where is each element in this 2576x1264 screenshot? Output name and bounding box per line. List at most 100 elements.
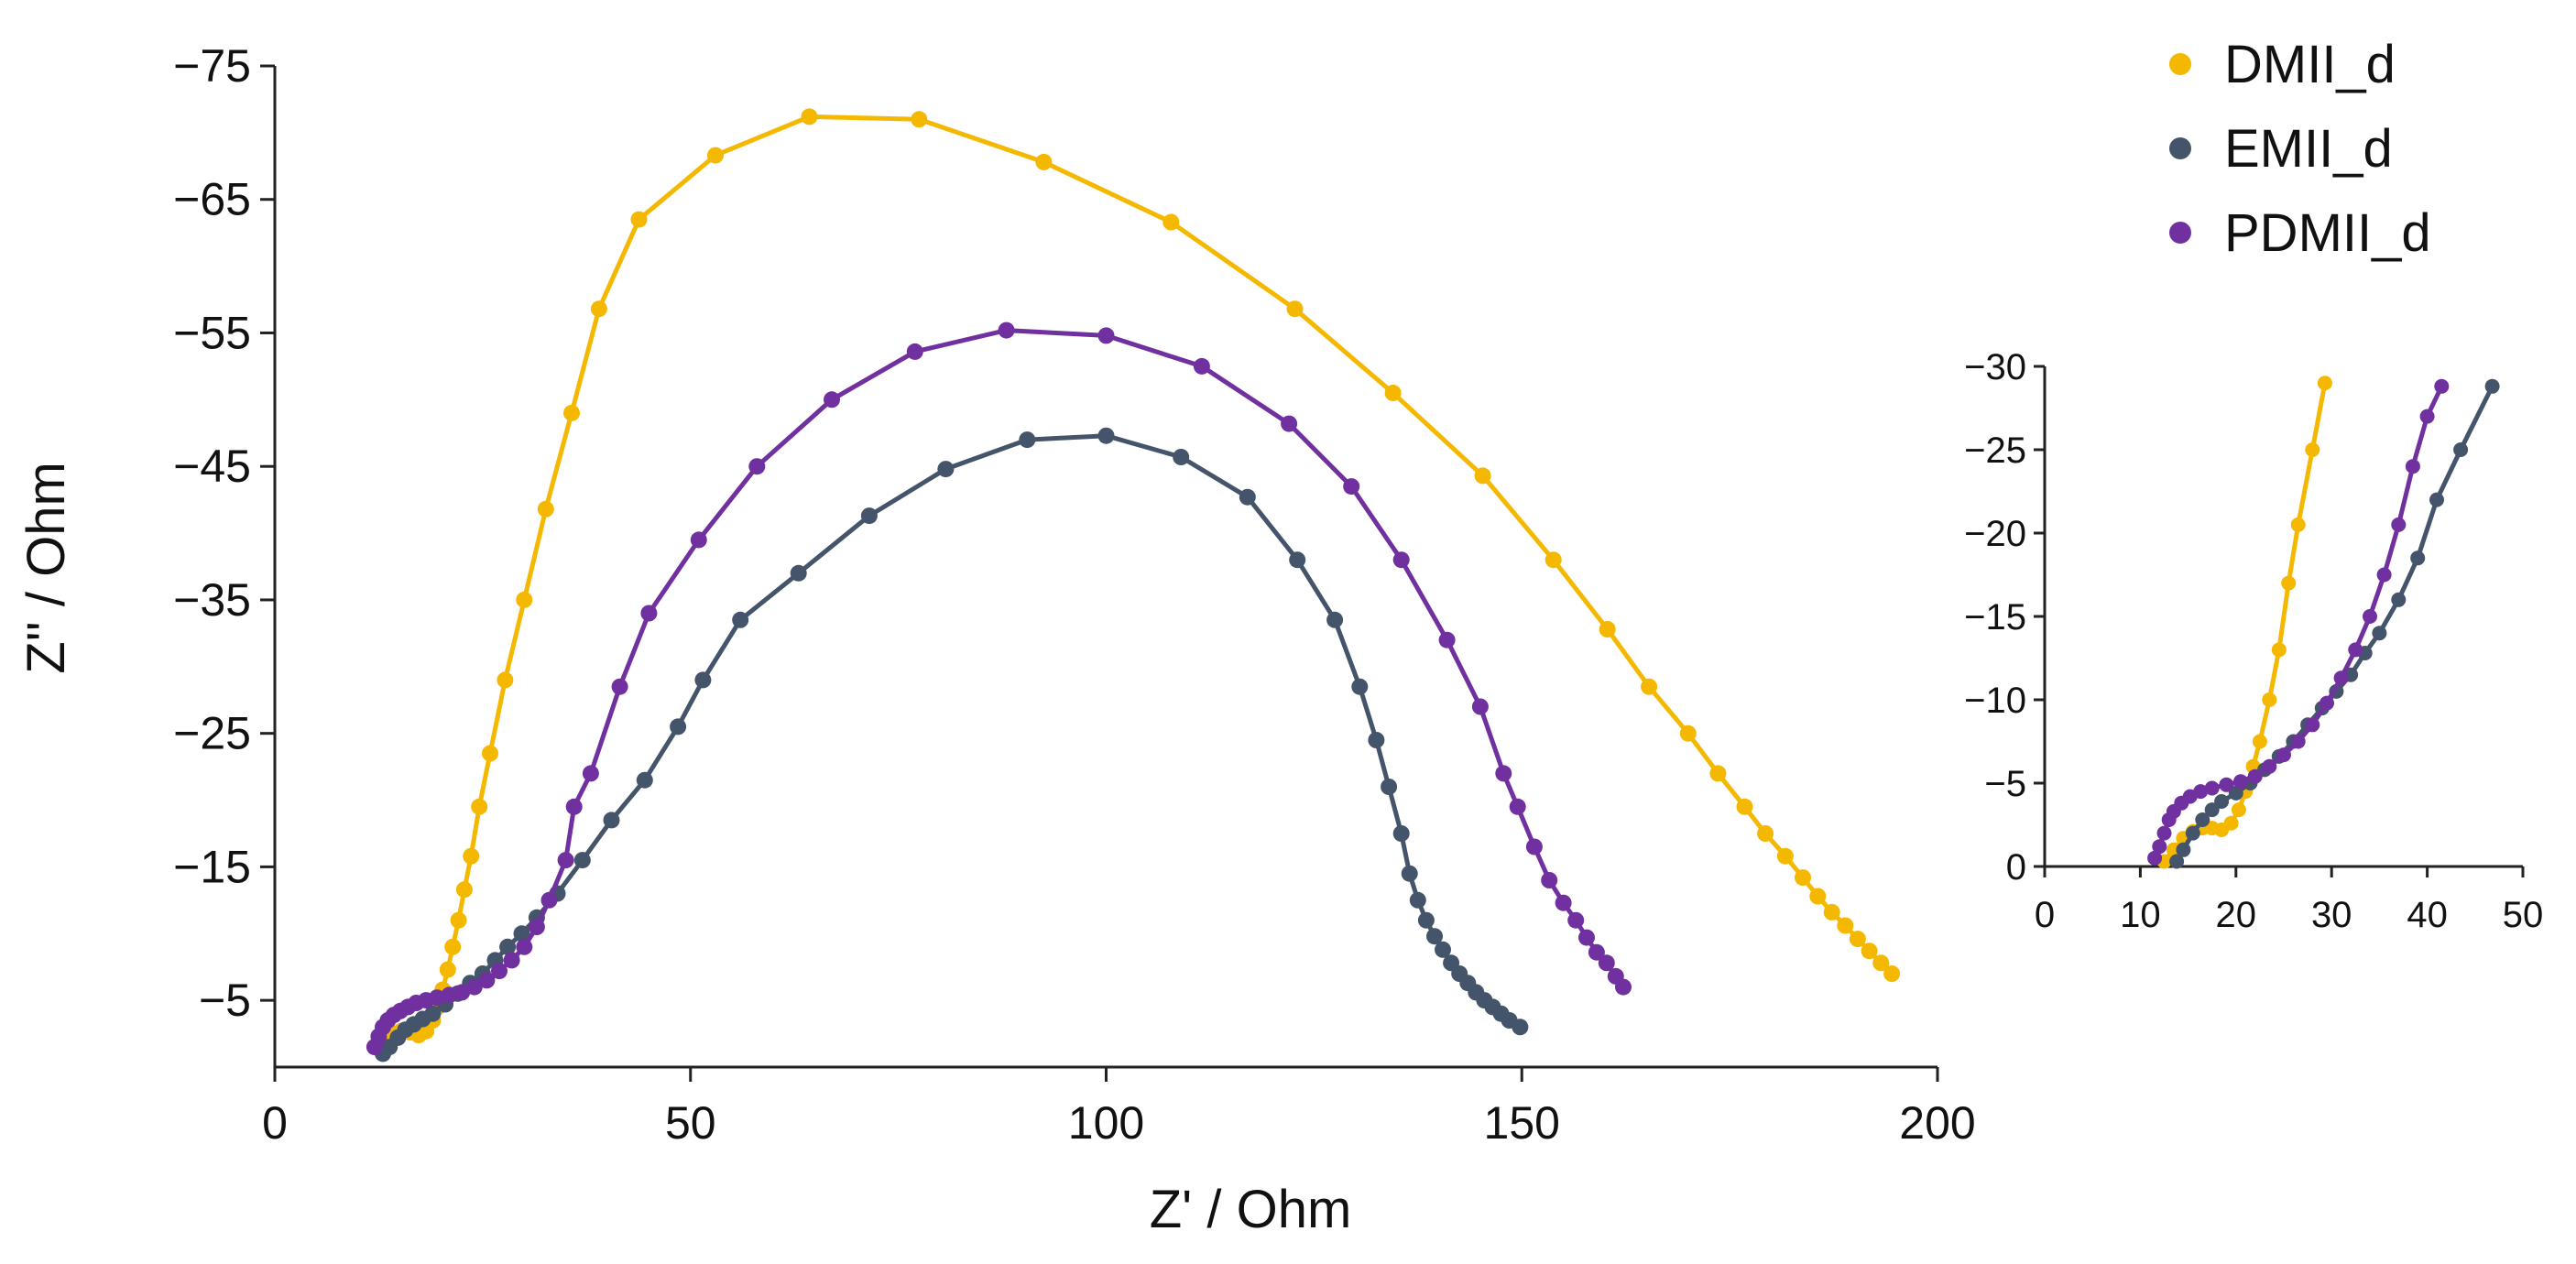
data-point-pdmii-d bbox=[906, 343, 923, 360]
series-line-dmii-d bbox=[376, 114, 1894, 1050]
data-point-pdmii-d bbox=[516, 938, 533, 955]
data-point-dmii-d bbox=[630, 211, 648, 228]
data-point-pdmii-d bbox=[491, 963, 508, 980]
data-point-emii-d bbox=[1173, 449, 1190, 465]
y-axis-title: Z'' / Ohm bbox=[16, 462, 76, 674]
data-point-pdmii-d bbox=[1598, 954, 1615, 972]
data-point-pdmii-d bbox=[1578, 929, 1595, 946]
legend-item-dmii: DMII_d bbox=[2169, 35, 2396, 94]
data-point-dmii-d bbox=[1872, 954, 1890, 972]
data-point-pdmii-d bbox=[640, 605, 658, 622]
data-point-emii-d bbox=[1512, 1019, 1529, 1036]
inset-data-point-pdmii-d bbox=[2276, 747, 2291, 763]
inset-x-tick-label: 40 bbox=[2407, 895, 2448, 935]
data-point-emii-d bbox=[636, 771, 653, 789]
data-point-dmii-d bbox=[563, 404, 580, 421]
series-line-emii-d bbox=[380, 433, 1523, 1056]
main-y-tick-label: −5 bbox=[199, 975, 251, 1026]
data-point-pdmii-d bbox=[1471, 698, 1489, 715]
main-y-tick-label: −15 bbox=[173, 841, 251, 892]
data-point-emii-d bbox=[513, 925, 530, 943]
data-point-dmii-d bbox=[1883, 965, 1901, 982]
inset-ticks: 0 10 20 30 40 50 0 −5 −10 −15 −20 −25 −30 bbox=[1964, 347, 2543, 935]
data-point-dmii-d bbox=[1641, 678, 1658, 695]
main-x-tick-label: 50 bbox=[665, 1097, 716, 1149]
data-point-emii-d bbox=[1381, 779, 1398, 795]
data-point-dmii-d bbox=[1837, 917, 1854, 934]
data-point-dmii-d bbox=[471, 798, 488, 815]
data-point-pdmii-d bbox=[565, 798, 583, 815]
data-point-pdmii-d bbox=[1097, 327, 1115, 344]
inset-data-point-pdmii-d bbox=[2233, 774, 2248, 790]
main-x-tick-label: 100 bbox=[1068, 1097, 1144, 1149]
data-point-emii-d bbox=[694, 671, 712, 689]
data-point-pdmii-d bbox=[611, 678, 628, 695]
data-point-pdmii-d bbox=[1193, 357, 1210, 375]
inset-data-point-pdmii-d bbox=[2262, 758, 2277, 774]
main-plot: 0 50 100 150 200 −5 −15 −25 −35 −45 −55 −65 −75 Z' /… bbox=[16, 40, 1976, 1239]
inset-data-point-pdmii-d bbox=[2376, 567, 2392, 583]
data-point-dmii-d bbox=[1679, 725, 1697, 742]
data-point-dmii-d bbox=[1795, 869, 1811, 887]
data-point-pdmii-d bbox=[1495, 765, 1512, 782]
inset-data-point-dmii-d bbox=[2252, 734, 2267, 749]
inset-data-point-pdmii-d bbox=[2147, 850, 2163, 866]
inset-data-point-emii-d bbox=[2176, 842, 2191, 857]
data-point-pdmii-d bbox=[1525, 838, 1543, 855]
data-point-dmii-d bbox=[801, 108, 818, 125]
main-y-tick-label: −35 bbox=[173, 574, 251, 626]
main-series bbox=[366, 108, 1901, 1062]
data-point-emii-d bbox=[1409, 891, 1426, 909]
data-point-emii-d bbox=[1097, 427, 1115, 444]
inset-y-tick-label: −20 bbox=[1964, 514, 2026, 554]
legend-marker-emii bbox=[2169, 137, 2191, 159]
data-point-pdmii-d bbox=[690, 531, 707, 549]
data-point-pdmii-d bbox=[557, 852, 574, 869]
inset-data-point-emii-d bbox=[2204, 802, 2220, 818]
data-point-pdmii-d bbox=[478, 972, 496, 989]
data-point-pdmii-d bbox=[748, 458, 766, 475]
data-point-emii-d bbox=[860, 507, 878, 525]
data-point-emii-d bbox=[1289, 551, 1306, 569]
data-point-dmii-d bbox=[455, 881, 473, 899]
inset-data-point-emii-d bbox=[2228, 785, 2243, 801]
data-point-emii-d bbox=[1239, 488, 1256, 506]
inset-data-point-dmii-d bbox=[2271, 642, 2287, 658]
inset-data-point-pdmii-d bbox=[2419, 409, 2435, 424]
main-x-tick-label: 0 bbox=[262, 1097, 288, 1149]
legend-marker-dmii bbox=[2169, 53, 2191, 75]
data-point-dmii-d bbox=[707, 147, 724, 164]
inset-data-point-dmii-d bbox=[2305, 442, 2320, 457]
data-point-dmii-d bbox=[1384, 385, 1402, 401]
data-point-pdmii-d bbox=[824, 391, 840, 409]
data-point-emii-d bbox=[1392, 825, 1410, 842]
data-point-emii-d bbox=[424, 1005, 442, 1022]
data-point-emii-d bbox=[499, 938, 517, 955]
data-point-pdmii-d bbox=[453, 984, 471, 1001]
data-point-pdmii-d bbox=[1555, 894, 1572, 911]
inset-data-point-emii-d bbox=[2169, 854, 2185, 869]
inset-data-point-pdmii-d bbox=[2319, 695, 2334, 711]
main-y-tick-label: −45 bbox=[173, 441, 251, 492]
inset-data-point-dmii-d bbox=[2262, 692, 2277, 707]
data-point-dmii-d bbox=[1736, 798, 1753, 815]
inset-data-point-emii-d bbox=[2484, 378, 2500, 394]
inset-data-point-dmii-d bbox=[2290, 517, 2306, 532]
data-point-pdmii-d bbox=[998, 321, 1015, 339]
inset-y-tick-label: −15 bbox=[1964, 597, 2026, 637]
main-y-tick-label: −25 bbox=[173, 708, 251, 759]
data-point-pdmii-d bbox=[429, 989, 445, 1007]
inset-data-point-pdmii-d bbox=[2363, 609, 2377, 624]
data-point-emii-d bbox=[1019, 431, 1036, 449]
inset-x-tick-label: 0 bbox=[2035, 895, 2055, 935]
data-point-dmii-d bbox=[1861, 943, 1878, 960]
data-point-emii-d bbox=[1351, 678, 1369, 695]
data-point-dmii-d bbox=[1849, 931, 1866, 948]
legend-label-emii: EMII_d bbox=[2224, 119, 2393, 179]
data-point-pdmii-d bbox=[528, 919, 545, 935]
inset-x-tick-label: 10 bbox=[2120, 895, 2161, 935]
main-x-tick-label: 150 bbox=[1484, 1097, 1560, 1149]
inset-data-point-pdmii-d bbox=[2156, 825, 2172, 841]
data-point-dmii-d bbox=[497, 671, 514, 689]
data-point-emii-d bbox=[732, 611, 749, 628]
